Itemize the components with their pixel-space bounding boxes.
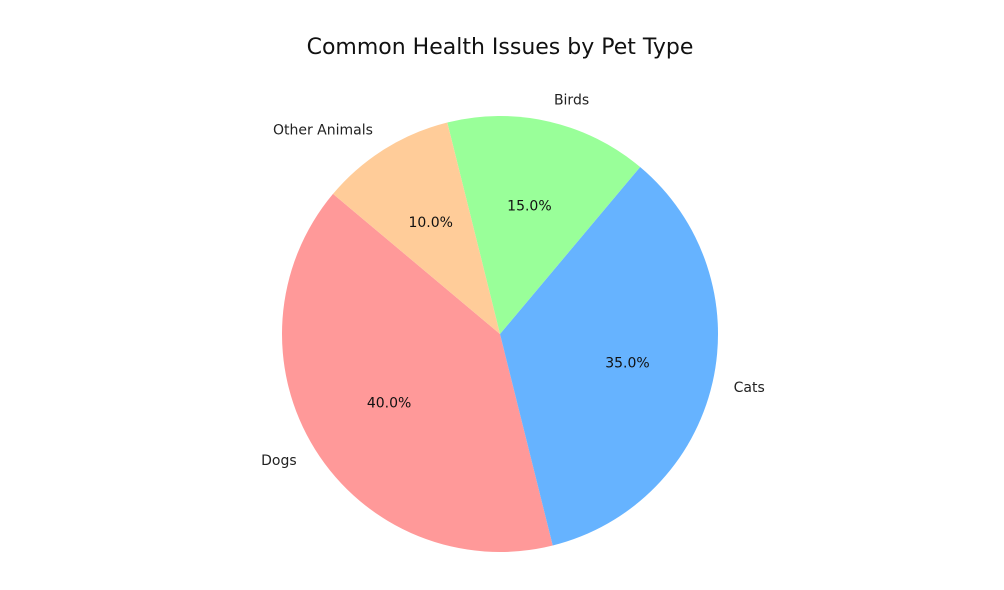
slice-label-other-animals: Other Animals (273, 123, 373, 139)
slice-label-birds: Birds (554, 92, 589, 108)
pie-slice-cats (500, 167, 718, 546)
pie-labels: Dogs 40.0% Cats 35.0% Birds 15.0% Other Animal… (261, 92, 765, 469)
pie-slices (282, 115, 718, 552)
slice-percent-cats: 35.0% (605, 355, 649, 371)
pie-slice-other-animals (333, 122, 500, 335)
slice-percent-dogs: 40.0% (367, 395, 411, 411)
slice-label-dogs: Dogs (261, 453, 297, 469)
pie-slice-birds (447, 115, 641, 334)
slice-percent-birds: 15.0% (507, 199, 551, 215)
chart-title: Common Health Issues by Pet Type (307, 35, 694, 60)
slice-percent-other-animals: 10.0% (408, 215, 452, 231)
slice-label-cats: Cats (734, 380, 765, 396)
pie-slice-dogs (282, 193, 553, 552)
